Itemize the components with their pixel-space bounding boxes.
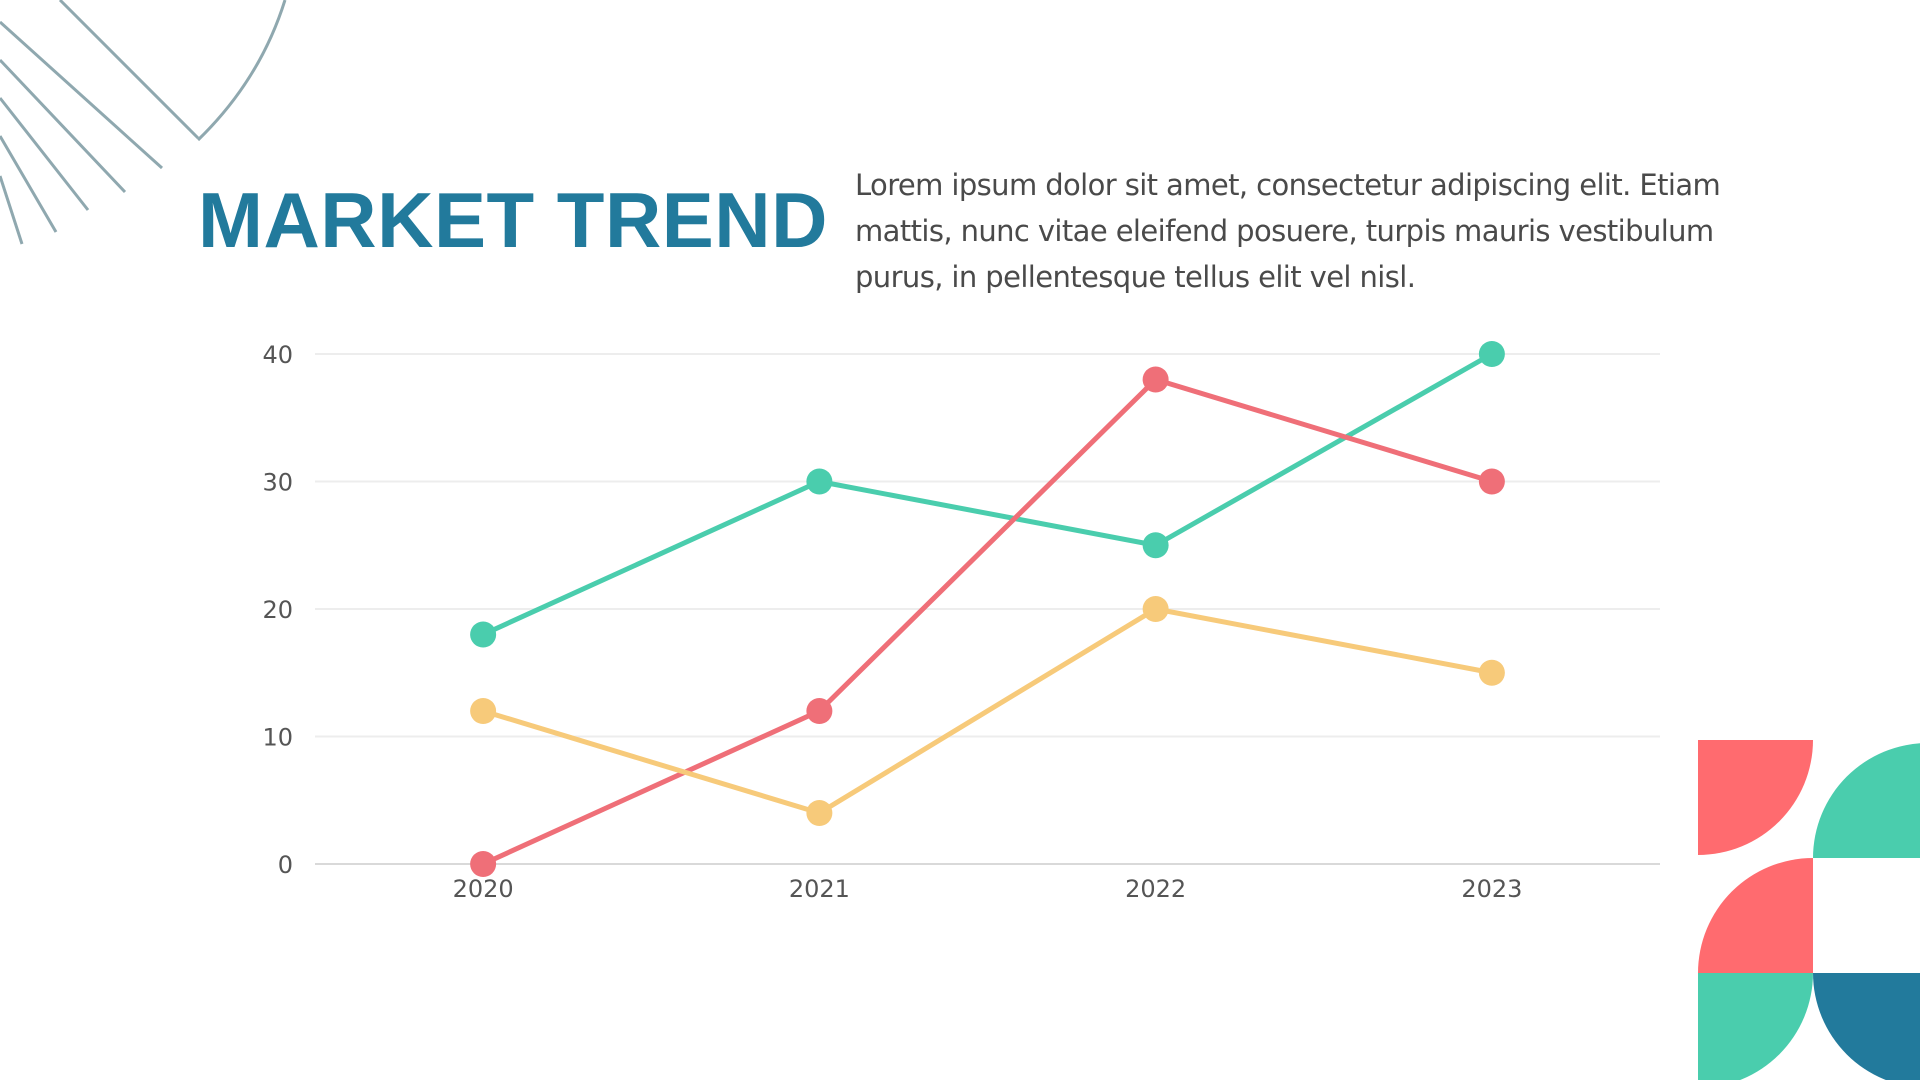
y-axis-ticks: 0 10 20 30 40 — [262, 341, 293, 879]
data-point — [1142, 366, 1169, 393]
series-1 — [470, 341, 1505, 648]
series-line — [480, 377, 1495, 867]
data-point — [1478, 468, 1505, 495]
x-tick-label: 2022 — [1125, 875, 1186, 903]
decorative-lines-topleft — [0, 0, 287, 245]
series-2 — [470, 366, 1505, 877]
x-tick-label: 2021 — [789, 875, 850, 903]
data-point — [806, 800, 833, 826]
series-line — [480, 351, 1495, 637]
series-3 — [470, 596, 1505, 826]
y-tick-label: 20 — [262, 596, 293, 624]
data-point — [470, 698, 497, 724]
data-point — [1142, 532, 1169, 559]
data-point — [470, 621, 497, 648]
data-point — [806, 468, 833, 495]
x-tick-label: 2023 — [1461, 875, 1522, 903]
description-text: Lorem ipsum dolor sit amet, consectetur … — [855, 168, 1721, 294]
data-point — [1478, 659, 1505, 686]
data-point — [470, 851, 497, 877]
data-point — [806, 698, 833, 724]
page-title: MARKET TREND — [198, 176, 828, 264]
chart-series — [470, 341, 1505, 877]
y-tick-label: 40 — [262, 341, 293, 369]
series-line — [480, 606, 1495, 816]
y-tick-label: 10 — [262, 724, 293, 752]
data-point — [1142, 596, 1169, 622]
y-tick-label: 0 — [278, 851, 293, 879]
y-tick-label: 30 — [262, 469, 293, 497]
x-tick-label: 2020 — [453, 875, 514, 903]
data-point — [1478, 341, 1505, 367]
decorative-shapes-bottomright — [1698, 740, 1920, 1080]
x-axis-ticks: 2020 2021 2022 2023 — [453, 875, 1523, 903]
chart-grid — [315, 353, 1660, 865]
